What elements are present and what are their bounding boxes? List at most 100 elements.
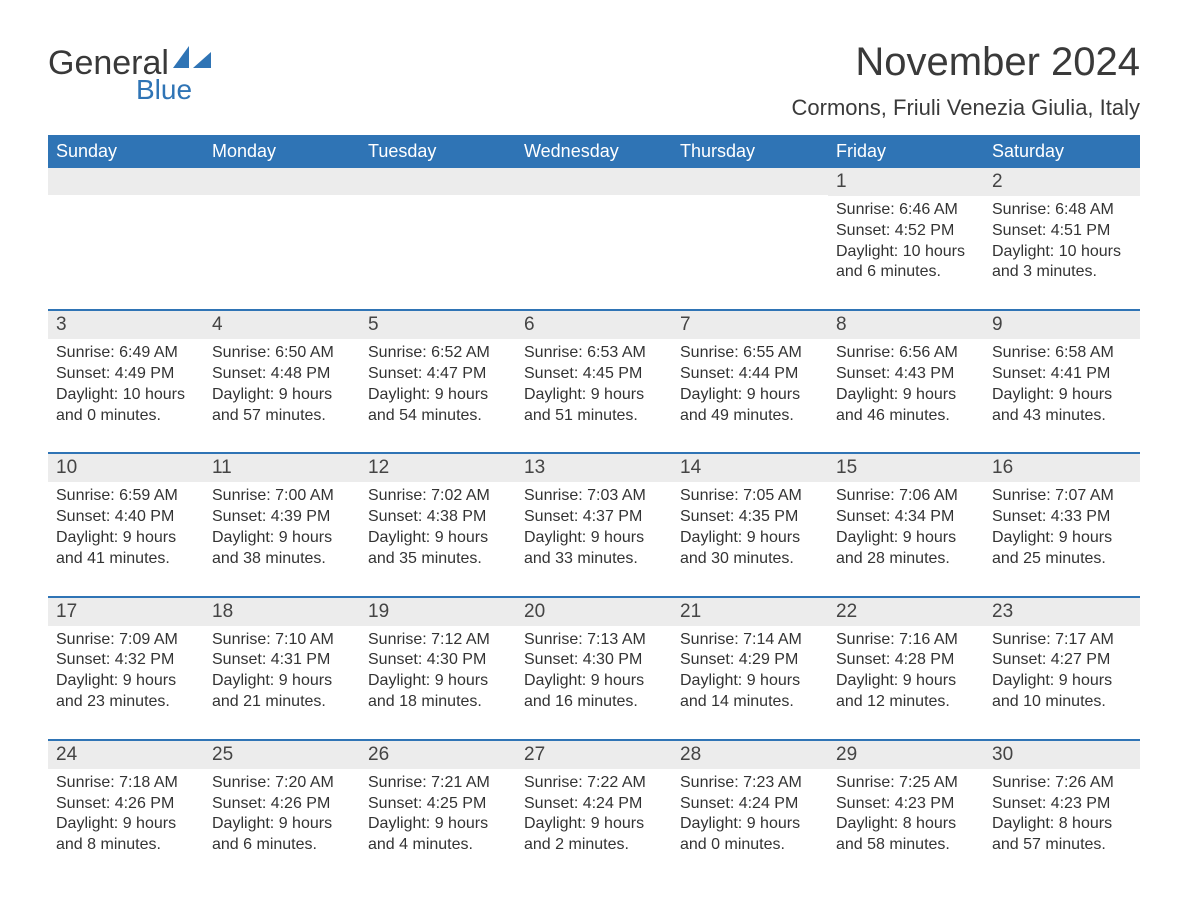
day-number: 27 <box>516 741 672 769</box>
sunrise-line: Sunrise: 7:18 AM <box>56 773 196 794</box>
day-cell <box>672 168 828 291</box>
day-cell: 26Sunrise: 7:21 AMSunset: 4:25 PMDayligh… <box>360 741 516 864</box>
sunrise-line: Sunrise: 7:20 AM <box>212 773 352 794</box>
empty-day-band <box>360 168 516 195</box>
sunrise-line: Sunrise: 7:26 AM <box>992 773 1132 794</box>
day-cell: 25Sunrise: 7:20 AMSunset: 4:26 PMDayligh… <box>204 741 360 864</box>
daylight-line: Daylight: 9 hours and 57 minutes. <box>212 385 352 427</box>
day-number: 19 <box>360 598 516 626</box>
sunset-line: Sunset: 4:38 PM <box>368 507 508 528</box>
sunset-line: Sunset: 4:24 PM <box>680 794 820 815</box>
day-cell: 20Sunrise: 7:13 AMSunset: 4:30 PMDayligh… <box>516 598 672 721</box>
month-title: November 2024 <box>792 40 1140 85</box>
day-number: 9 <box>984 311 1140 339</box>
sunrise-line: Sunrise: 6:56 AM <box>836 343 976 364</box>
day-cell: 18Sunrise: 7:10 AMSunset: 4:31 PMDayligh… <box>204 598 360 721</box>
sunset-line: Sunset: 4:34 PM <box>836 507 976 528</box>
daylight-line: Daylight: 9 hours and 12 minutes. <box>836 671 976 713</box>
day-cell: 3Sunrise: 6:49 AMSunset: 4:49 PMDaylight… <box>48 311 204 434</box>
daylight-line: Daylight: 9 hours and 54 minutes. <box>368 385 508 427</box>
logo-sail-icon <box>173 40 211 74</box>
sunset-line: Sunset: 4:26 PM <box>56 794 196 815</box>
sunset-line: Sunset: 4:37 PM <box>524 507 664 528</box>
logo-text-blue: Blue <box>136 76 211 104</box>
sunrise-line: Sunrise: 6:49 AM <box>56 343 196 364</box>
sunrise-line: Sunrise: 7:14 AM <box>680 630 820 651</box>
daylight-line: Daylight: 9 hours and 25 minutes. <box>992 528 1132 570</box>
sunset-line: Sunset: 4:44 PM <box>680 364 820 385</box>
daylight-line: Daylight: 9 hours and 14 minutes. <box>680 671 820 713</box>
sunrise-line: Sunrise: 7:07 AM <box>992 486 1132 507</box>
daylight-line: Daylight: 9 hours and 2 minutes. <box>524 814 664 856</box>
day-cell: 16 Sunrise: 7:07 AMSunset: 4:33 PMDayligh… <box>984 454 1140 577</box>
daylight-line: Daylight: 9 hours and 49 minutes. <box>680 385 820 427</box>
day-number: 17 <box>48 598 204 626</box>
weekday-header-cell: Friday <box>828 135 984 168</box>
sunset-line: Sunset: 4:43 PM <box>836 364 976 385</box>
sunset-line: Sunset: 4:26 PM <box>212 794 352 815</box>
day-number: 13 <box>516 454 672 482</box>
sunrise-line: Sunrise: 6:52 AM <box>368 343 508 364</box>
sunset-line: Sunset: 4:39 PM <box>212 507 352 528</box>
day-number: 21 <box>672 598 828 626</box>
title-block: November 2024 Cormons, Friuli Venezia Gi… <box>792 40 1140 121</box>
sunset-line: Sunset: 4:35 PM <box>680 507 820 528</box>
day-cell: 29Sunrise: 7:25 AMSunset: 4:23 PMDayligh… <box>828 741 984 864</box>
day-cell: 11Sunrise: 7:00 AMSunset: 4:39 PMDayligh… <box>204 454 360 577</box>
sunset-line: Sunset: 4:33 PM <box>992 507 1132 528</box>
location-text: Cormons, Friuli Venezia Giulia, Italy <box>792 95 1140 121</box>
empty-day-band <box>204 168 360 195</box>
daylight-line: Daylight: 9 hours and 35 minutes. <box>368 528 508 570</box>
day-number: 5 <box>360 311 516 339</box>
sunrise-line: Sunrise: 7:12 AM <box>368 630 508 651</box>
day-number: 8 <box>828 311 984 339</box>
sunrise-line: Sunrise: 7:21 AM <box>368 773 508 794</box>
daylight-line: Daylight: 9 hours and 28 minutes. <box>836 528 976 570</box>
day-cell: 23Sunrise: 7:17 AMSunset: 4:27 PMDayligh… <box>984 598 1140 721</box>
day-number: 2 <box>984 168 1140 196</box>
day-number: 14 <box>672 454 828 482</box>
weekday-header-cell: Saturday <box>984 135 1140 168</box>
daylight-line: Daylight: 9 hours and 38 minutes. <box>212 528 352 570</box>
day-number: 25 <box>204 741 360 769</box>
sunrise-line: Sunrise: 6:55 AM <box>680 343 820 364</box>
sunset-line: Sunset: 4:23 PM <box>836 794 976 815</box>
day-cell: 12 Sunrise: 7:02 AMSunset: 4:38 PMDayligh… <box>360 454 516 577</box>
day-cell: 5 Sunrise: 6:52 AMSunset: 4:47 PMDaylight… <box>360 311 516 434</box>
daylight-line: Daylight: 10 hours and 6 minutes. <box>836 242 976 284</box>
daylight-line: Daylight: 9 hours and 18 minutes. <box>368 671 508 713</box>
daylight-line: Daylight: 10 hours and 0 minutes. <box>56 385 196 427</box>
day-cell: 14Sunrise: 7:05 AMSunset: 4:35 PMDayligh… <box>672 454 828 577</box>
daylight-line: Daylight: 8 hours and 58 minutes. <box>836 814 976 856</box>
day-number: 12 <box>360 454 516 482</box>
calendar: SundayMondayTuesdayWednesdayThursdayFrid… <box>48 135 1140 864</box>
empty-day-band <box>516 168 672 195</box>
weekday-header-cell: Wednesday <box>516 135 672 168</box>
sunset-line: Sunset: 4:52 PM <box>836 221 976 242</box>
day-cell: 17Sunrise: 7:09 AMSunset: 4:32 PMDayligh… <box>48 598 204 721</box>
daylight-line: Daylight: 9 hours and 21 minutes. <box>212 671 352 713</box>
sunrise-line: Sunrise: 6:50 AM <box>212 343 352 364</box>
day-cell: 22Sunrise: 7:16 AMSunset: 4:28 PMDayligh… <box>828 598 984 721</box>
day-number: 10 <box>48 454 204 482</box>
sunrise-line: Sunrise: 7:10 AM <box>212 630 352 651</box>
sunset-line: Sunset: 4:25 PM <box>368 794 508 815</box>
sunrise-line: Sunrise: 7:09 AM <box>56 630 196 651</box>
day-cell: 13Sunrise: 7:03 AMSunset: 4:37 PMDayligh… <box>516 454 672 577</box>
daylight-line: Daylight: 9 hours and 41 minutes. <box>56 528 196 570</box>
sunrise-line: Sunrise: 7:13 AM <box>524 630 664 651</box>
sunset-line: Sunset: 4:31 PM <box>212 650 352 671</box>
daylight-line: Daylight: 9 hours and 16 minutes. <box>524 671 664 713</box>
sunrise-line: Sunrise: 7:05 AM <box>680 486 820 507</box>
sunrise-line: Sunrise: 7:02 AM <box>368 486 508 507</box>
day-cell: 21Sunrise: 7:14 AMSunset: 4:29 PMDayligh… <box>672 598 828 721</box>
sunrise-line: Sunrise: 7:16 AM <box>836 630 976 651</box>
sunset-line: Sunset: 4:24 PM <box>524 794 664 815</box>
sunset-line: Sunset: 4:47 PM <box>368 364 508 385</box>
day-number: 28 <box>672 741 828 769</box>
day-cell: 7Sunrise: 6:55 AMSunset: 4:44 PMDaylight… <box>672 311 828 434</box>
day-cell: 4Sunrise: 6:50 AMSunset: 4:48 PMDaylight… <box>204 311 360 434</box>
day-number: 16 <box>984 454 1140 482</box>
day-number: 6 <box>516 311 672 339</box>
day-number: 23 <box>984 598 1140 626</box>
